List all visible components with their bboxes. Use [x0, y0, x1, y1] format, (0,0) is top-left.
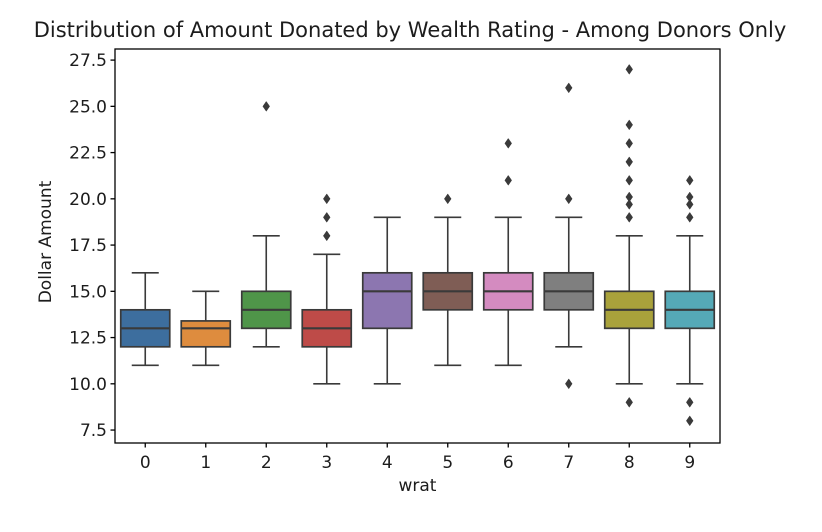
outlier-marker [625, 199, 633, 210]
box-group-wrat-5 [422, 193, 474, 367]
y-tick-label: 10.0 [69, 375, 107, 395]
x-tick-label: 7 [563, 453, 574, 473]
box-group-wrat-2 [240, 101, 292, 348]
iqr-box [361, 271, 413, 330]
x-tick-label: 0 [140, 453, 151, 473]
y-tick-label: 15.0 [69, 282, 107, 302]
y-tick-label: 17.5 [69, 236, 107, 256]
box-group-wrat-1 [180, 290, 232, 367]
x-tick-label: 8 [624, 453, 635, 473]
y-tick-label: 12.5 [69, 329, 107, 349]
outlier-marker [625, 156, 633, 168]
outlier-marker [686, 415, 694, 427]
outlier-marker [686, 191, 694, 203]
outlier-marker [625, 174, 633, 186]
outlier-marker [323, 230, 331, 242]
y-tick-label: 20.0 [69, 190, 107, 210]
outlier-marker [686, 211, 694, 223]
box-group-wrat-3 [301, 193, 353, 385]
x-axis-label: wrat [399, 476, 437, 496]
x-tick-label: 2 [261, 453, 272, 473]
y-tick-label: 27.5 [69, 51, 107, 71]
y-axis-label: Dollar Amount [36, 180, 56, 303]
box-group-wrat-9 [664, 174, 716, 427]
outlier-marker [625, 191, 633, 203]
y-tick-label: 7.5 [80, 421, 107, 441]
outlier-marker [625, 119, 633, 131]
box-group-wrat-4 [361, 216, 413, 385]
outlier-marker [323, 211, 331, 223]
plot-area: 7.5 10.0 12.5 15.0 17.5 20.0 22.5 25.0 27.5 0 1 2 3 4… [69, 48, 721, 473]
outlier-marker [504, 174, 512, 186]
axes-frame [114, 48, 721, 444]
box-group-wrat-6 [482, 137, 534, 367]
outlier-marker [625, 64, 633, 75]
y-tick-label: 25.0 [69, 97, 107, 117]
chart-title: Distribution of Amount Donated by Wealth… [34, 18, 787, 42]
x-tick-label: 6 [503, 453, 514, 473]
box-group-wrat-0 [119, 272, 171, 367]
outlier-marker [504, 137, 512, 149]
outlier-marker [565, 378, 573, 390]
outlier-marker [686, 174, 694, 186]
outlier-marker [565, 82, 573, 94]
box-group-wrat-8 [603, 64, 655, 408]
x-tick-label: 3 [321, 453, 332, 473]
iqr-box [180, 320, 232, 348]
x-tick-label: 5 [442, 453, 453, 473]
outlier-marker [686, 199, 694, 210]
y-tick-label: 22.5 [69, 144, 107, 164]
outlier-marker [262, 101, 270, 112]
outlier-marker [686, 396, 694, 408]
outlier-marker [625, 396, 633, 408]
outlier-marker [444, 193, 452, 205]
box-group-wrat-7 [543, 82, 595, 390]
outlier-marker [323, 193, 331, 205]
x-tick-label: 4 [382, 453, 393, 473]
outlier-marker [625, 211, 633, 223]
x-tick-label: 1 [200, 453, 211, 473]
outlier-marker [565, 193, 573, 205]
outlier-marker [625, 137, 633, 149]
x-tick-label: 9 [684, 453, 695, 473]
